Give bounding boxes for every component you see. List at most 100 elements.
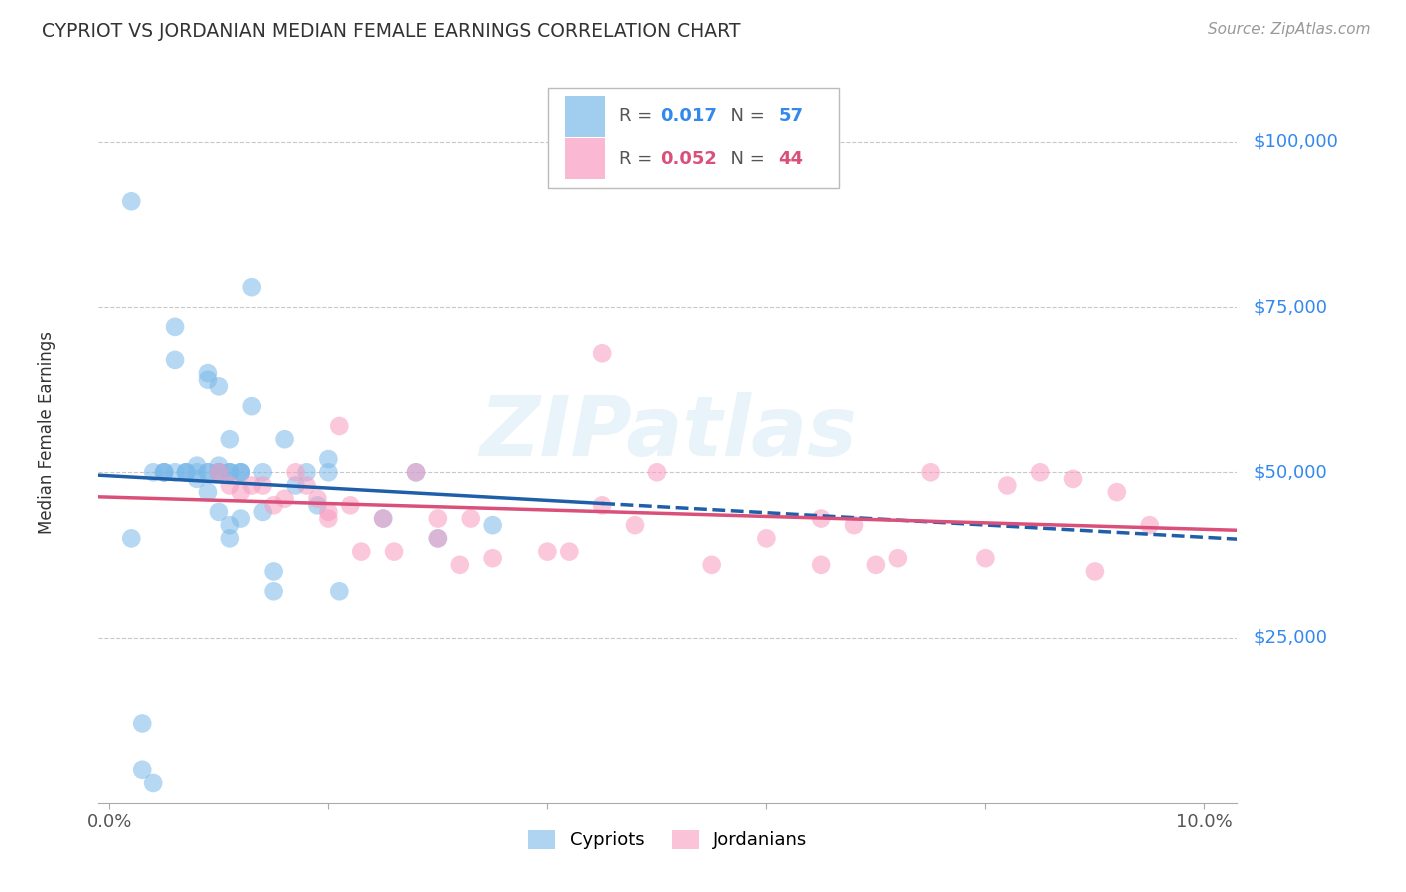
Point — [197, 373, 219, 387]
Point — [865, 558, 887, 572]
Text: Median Female Earnings: Median Female Earnings — [38, 331, 56, 534]
Point — [1029, 465, 1052, 479]
Point — [426, 532, 449, 546]
Point — [350, 544, 373, 558]
Point — [208, 505, 231, 519]
Point — [645, 465, 668, 479]
Text: $100,000: $100,000 — [1254, 133, 1339, 151]
Point — [229, 485, 252, 500]
Point — [536, 544, 558, 558]
Point — [1105, 485, 1128, 500]
Point — [153, 465, 176, 479]
Point — [208, 465, 231, 479]
Point — [405, 465, 427, 479]
Point — [591, 346, 613, 360]
Point — [120, 532, 142, 546]
Point — [284, 465, 307, 479]
Point — [186, 458, 208, 473]
Point — [174, 465, 197, 479]
Point — [153, 465, 176, 479]
Text: $50,000: $50,000 — [1254, 463, 1327, 482]
Point — [186, 472, 208, 486]
Point — [1062, 472, 1084, 486]
Point — [307, 491, 329, 506]
Point — [624, 518, 647, 533]
Point — [328, 584, 350, 599]
Point — [208, 465, 231, 479]
Point — [208, 458, 231, 473]
Point — [273, 432, 295, 446]
Point — [481, 518, 503, 533]
Text: 0.017: 0.017 — [659, 108, 717, 126]
Point — [1139, 518, 1161, 533]
Point — [208, 379, 231, 393]
FancyBboxPatch shape — [565, 138, 605, 179]
Point — [165, 352, 187, 367]
Text: 0.052: 0.052 — [659, 150, 717, 168]
Point — [218, 465, 240, 479]
Point — [208, 465, 231, 479]
Point — [700, 558, 723, 572]
Point — [295, 478, 318, 492]
Point — [197, 465, 219, 479]
Point — [371, 511, 394, 525]
FancyBboxPatch shape — [548, 88, 839, 188]
Point — [120, 194, 142, 209]
Point — [426, 511, 449, 525]
Point — [339, 499, 361, 513]
Point — [165, 465, 187, 479]
Point — [165, 319, 187, 334]
Point — [131, 716, 153, 731]
Text: Source: ZipAtlas.com: Source: ZipAtlas.com — [1208, 22, 1371, 37]
Point — [382, 544, 405, 558]
Point — [920, 465, 942, 479]
Point — [240, 280, 263, 294]
Point — [142, 776, 165, 790]
Text: R =: R = — [619, 150, 658, 168]
Point — [591, 499, 613, 513]
Point — [229, 465, 252, 479]
Point — [174, 465, 197, 479]
Point — [328, 419, 350, 434]
Point — [252, 505, 274, 519]
Point — [218, 518, 240, 533]
Point — [995, 478, 1018, 492]
Point — [218, 432, 240, 446]
Point — [142, 465, 165, 479]
Point — [810, 558, 832, 572]
Text: $75,000: $75,000 — [1254, 298, 1327, 316]
Point — [481, 551, 503, 566]
Point — [263, 584, 285, 599]
Point — [197, 465, 219, 479]
Point — [263, 565, 285, 579]
Point — [295, 465, 318, 479]
Text: R =: R = — [619, 108, 658, 126]
Point — [131, 763, 153, 777]
Point — [810, 511, 832, 525]
Point — [318, 505, 340, 519]
Point — [252, 478, 274, 492]
Legend: Cypriots, Jordanians: Cypriots, Jordanians — [522, 823, 814, 856]
Point — [263, 499, 285, 513]
Point — [887, 551, 910, 566]
Point — [197, 485, 219, 500]
Point — [252, 465, 274, 479]
Point — [229, 465, 252, 479]
Point — [174, 465, 197, 479]
Text: N =: N = — [718, 150, 770, 168]
Point — [318, 511, 340, 525]
Point — [307, 499, 329, 513]
Point — [558, 544, 581, 558]
Point — [842, 518, 865, 533]
Point — [1084, 565, 1107, 579]
Point — [318, 452, 340, 467]
FancyBboxPatch shape — [565, 96, 605, 136]
Point — [197, 366, 219, 380]
Point — [218, 465, 240, 479]
Point — [229, 511, 252, 525]
Point — [755, 532, 778, 546]
Point — [153, 465, 176, 479]
Point — [284, 478, 307, 492]
Point — [218, 532, 240, 546]
Text: N =: N = — [718, 108, 770, 126]
